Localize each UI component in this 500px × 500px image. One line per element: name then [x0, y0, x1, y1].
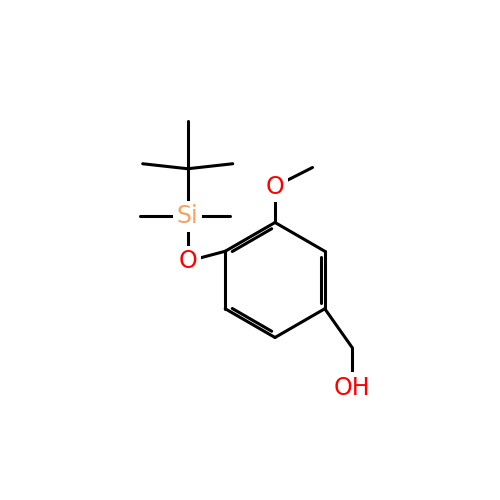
Text: O: O	[178, 249, 197, 273]
Text: Si: Si	[177, 204, 199, 228]
Text: O: O	[266, 174, 284, 199]
Text: OH: OH	[334, 376, 370, 400]
